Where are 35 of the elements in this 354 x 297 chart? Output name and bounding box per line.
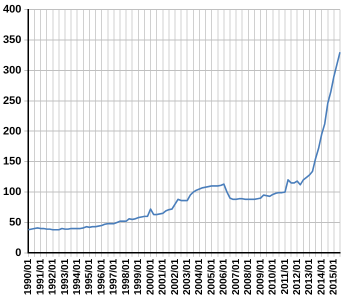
x-tick-label: 1997/01 (108, 258, 120, 296)
x-tick-label: 2003/01 (182, 258, 193, 296)
y-tick-label: 100 (2, 186, 22, 198)
x-tick-label: 2005/01 (206, 258, 218, 296)
y-tick-label: 250 (2, 94, 22, 107)
x-tick-label: 1996/01 (96, 258, 108, 296)
y-tick-label: 300 (2, 64, 22, 76)
x-tick-label: 1995/01 (84, 258, 96, 296)
y-tick-label: 400 (2, 4, 22, 16)
x-tick-label: 2009/01 (255, 258, 266, 296)
x-tick-label: 2014/01 (316, 258, 328, 296)
x-tick-label: 2001/01 (158, 258, 169, 296)
x-tick-label: 1993/01 (60, 258, 71, 296)
y-tick-label: 150 (2, 156, 22, 168)
x-tick-label: 1998/01 (120, 258, 132, 296)
y-tick-label: 0 (15, 246, 22, 259)
x-tick-label: 2000/01 (145, 258, 156, 296)
x-tick-label: 2006/01 (218, 258, 230, 296)
x-tick-label: 2002/01 (170, 258, 181, 296)
x-tick-label: 2010/01 (268, 258, 279, 296)
x-tick-label: 2004/01 (194, 258, 206, 296)
x-tick-label: 2008/01 (243, 258, 254, 296)
y-tick-label: 50 (9, 216, 22, 228)
x-tick-label: 2007/01 (230, 258, 242, 296)
x-tick-label: 1999/01 (133, 258, 144, 296)
x-tick-label: 1994/01 (72, 258, 83, 296)
y-tick-label: 350 (2, 34, 22, 46)
x-tick-label: 2015/01 (328, 258, 340, 296)
x-tick-label: 2013/01 (304, 258, 316, 296)
x-tick-label: 2011/01 (280, 258, 291, 294)
x-tick-label: 2012/01 (292, 258, 303, 296)
x-tick-label: 1990/01 (23, 258, 34, 296)
y-tick-label: 200 (2, 125, 22, 138)
x-tick-label: 1991/01 (35, 258, 46, 296)
x-tick-label: 1992/01 (48, 258, 59, 296)
